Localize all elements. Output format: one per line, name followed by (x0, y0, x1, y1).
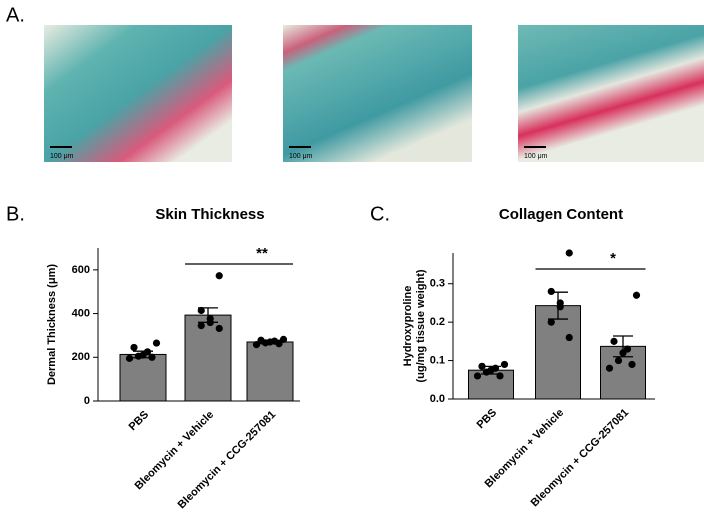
data-point (473, 372, 482, 380)
y-tick-label: 200 (72, 351, 90, 363)
y-axis-label: Hydroxyproline (402, 286, 414, 367)
data-point (547, 287, 555, 296)
data-point (610, 337, 618, 345)
data-point (197, 306, 205, 315)
bar (119, 353, 167, 402)
y-tick-label: 400 (72, 307, 90, 319)
data-point (632, 291, 641, 299)
data-point (628, 360, 636, 369)
data-point (215, 272, 223, 280)
y-axis-label: (ug/mg tissue weight) (415, 269, 427, 382)
chart-title: Skin Thickness (155, 206, 264, 223)
data-point (275, 340, 283, 348)
panel-label: A. (6, 4, 25, 26)
y-tick-label: 0.1 (430, 354, 445, 366)
data-point (605, 364, 614, 372)
data-point (261, 339, 270, 347)
data-point (500, 360, 509, 369)
data-point (215, 324, 223, 333)
data-point (134, 352, 143, 360)
data-point (478, 362, 486, 370)
significance-label: * (610, 250, 616, 267)
data-point (614, 356, 623, 365)
data-point (496, 372, 504, 380)
x-tick-label: PBS (475, 407, 499, 431)
y-tick-label: 600 (72, 264, 90, 276)
bar (246, 341, 294, 402)
significance-label: ** (256, 245, 268, 262)
bar (184, 314, 232, 402)
data-point (252, 341, 261, 349)
histology-image (44, 25, 232, 162)
scale-label: 100 μm (289, 153, 313, 160)
y-tick-label: 0.0 (430, 393, 445, 405)
data-point (619, 349, 627, 357)
data-point (125, 354, 134, 362)
histology-image (518, 25, 704, 162)
data-point (130, 343, 138, 352)
y-axis-label: Dermal Thickness (μm) (46, 264, 58, 385)
bar (535, 305, 581, 400)
data-point (206, 318, 214, 327)
chart-title: Collagen Content (499, 206, 623, 223)
data-point (556, 303, 564, 311)
y-tick-label: 0 (84, 395, 90, 407)
scale-label: 100 μm (524, 153, 548, 160)
scale-label: 100 μm (50, 153, 74, 160)
data-point (482, 368, 491, 376)
panel-label: B. (6, 203, 25, 225)
data-point (565, 249, 573, 257)
data-point (565, 333, 573, 342)
x-tick-label: PBS (127, 409, 151, 433)
y-tick-label: 0.3 (430, 278, 445, 290)
histology-image (283, 25, 472, 162)
y-tick-label: 0.2 (430, 316, 445, 328)
data-point (547, 318, 555, 326)
data-point (197, 321, 205, 330)
data-point (148, 353, 156, 361)
panel-label: C. (370, 203, 390, 225)
data-point (279, 335, 288, 343)
data-point (152, 339, 161, 347)
